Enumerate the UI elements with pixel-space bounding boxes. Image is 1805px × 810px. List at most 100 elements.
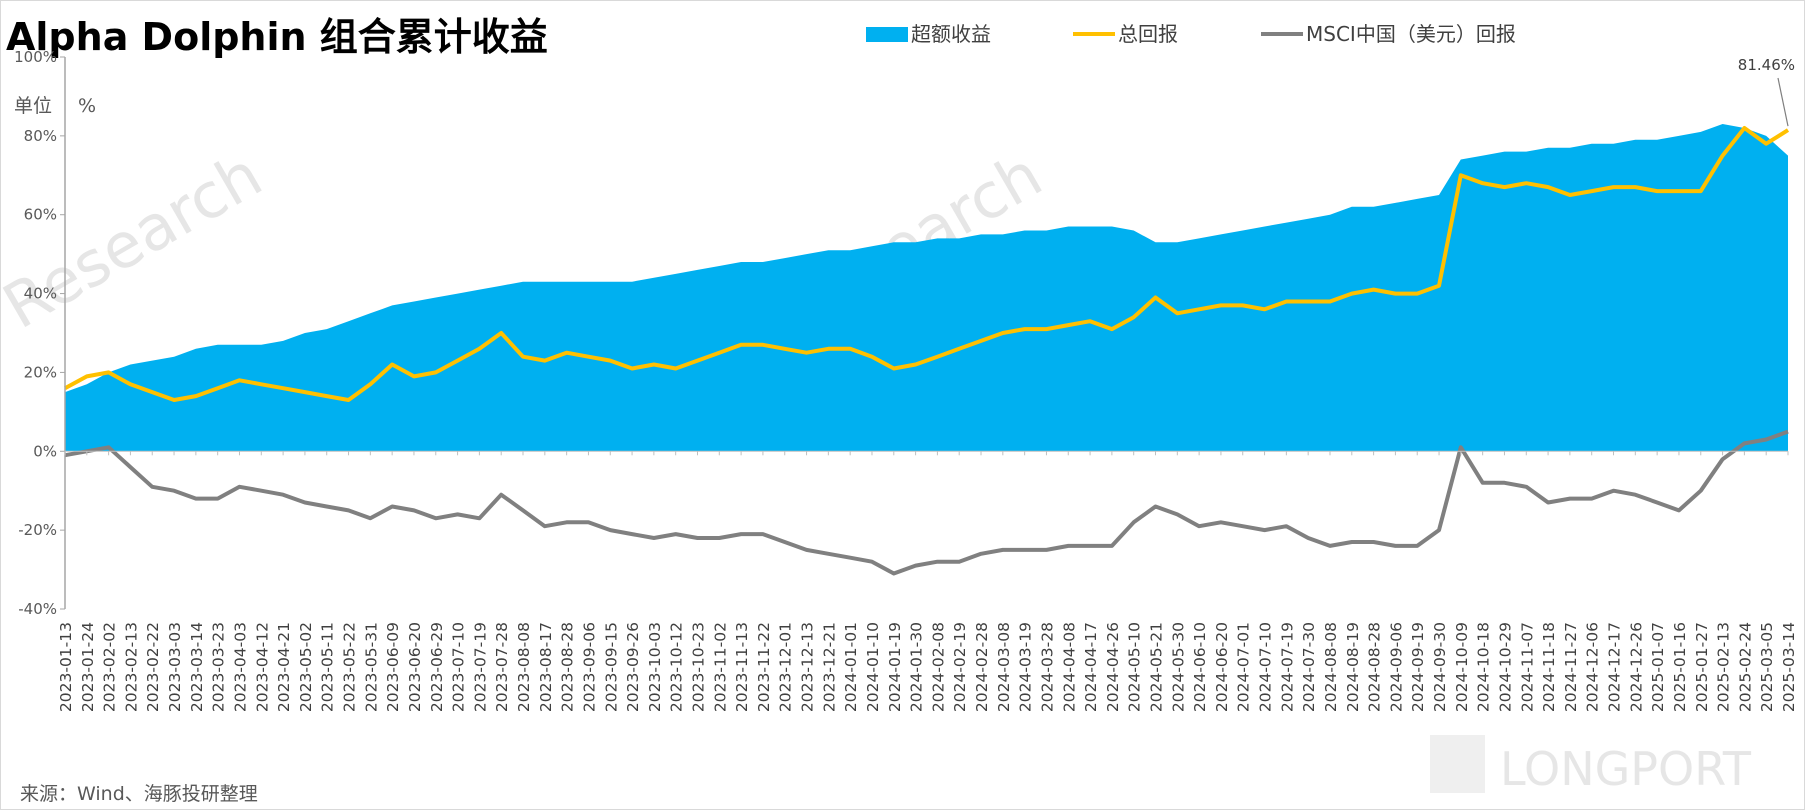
x-tick-label: 2023-06-29 bbox=[428, 622, 446, 712]
x-tick-label: 2024-12-06 bbox=[1584, 622, 1602, 712]
x-tick-label: 2024-11-07 bbox=[1518, 622, 1536, 712]
x-tick-label: 2024-04-08 bbox=[1060, 622, 1078, 712]
x-tick-label: 2024-01-30 bbox=[908, 622, 926, 712]
x-tick-label: 2024-10-18 bbox=[1475, 622, 1493, 712]
x-tick-label: 2024-06-20 bbox=[1213, 622, 1231, 712]
series-area-excess bbox=[65, 124, 1788, 452]
x-tick-label: 2023-12-21 bbox=[820, 622, 838, 712]
y-tick-label: 0% bbox=[33, 442, 57, 460]
x-tick-label: 2023-09-15 bbox=[602, 622, 620, 712]
x-tick-label: 2023-08-17 bbox=[537, 622, 555, 712]
x-tick-label: 2024-06-10 bbox=[1191, 622, 1209, 712]
y-tick-label: 40% bbox=[24, 285, 57, 303]
unit-symbol: % bbox=[78, 95, 96, 117]
x-tick-label: 2024-05-10 bbox=[1126, 622, 1144, 712]
watermark-longport-logo bbox=[1430, 735, 1485, 793]
x-tick-label: 2024-02-08 bbox=[929, 622, 947, 712]
x-tick-label: 2023-05-11 bbox=[319, 622, 337, 712]
x-tick-label: 2023-05-02 bbox=[297, 622, 315, 712]
x-tick-label: 2024-04-26 bbox=[1104, 622, 1122, 712]
x-tick-label: 2024-03-08 bbox=[995, 622, 1013, 712]
y-tick-label: 100% bbox=[14, 48, 57, 66]
x-tick-label: 2024-07-01 bbox=[1235, 622, 1253, 712]
x-tick-label: 2023-09-06 bbox=[580, 622, 598, 712]
unit-label: 单位 bbox=[14, 95, 52, 117]
x-tick-label: 2025-01-16 bbox=[1671, 622, 1689, 712]
x-tick-label: 2024-09-06 bbox=[1387, 622, 1405, 712]
x-tick-label: 2023-10-12 bbox=[668, 622, 686, 712]
x-tick-label: 2023-03-03 bbox=[166, 622, 184, 712]
x-tick-label: 2023-08-08 bbox=[515, 622, 533, 712]
legend: 超额收益 总回报 MSCI中国（美元）回报 bbox=[866, 22, 1516, 46]
x-tick-label: 2025-01-07 bbox=[1649, 622, 1667, 712]
x-tick-label: 2023-04-12 bbox=[253, 622, 271, 712]
legend-swatch-excess bbox=[866, 27, 908, 42]
x-tick-label: 2023-02-13 bbox=[122, 622, 140, 712]
x-tick-label: 2023-01-24 bbox=[79, 622, 97, 712]
watermark-longport: LONGPORT bbox=[1500, 742, 1752, 796]
x-tick-label: 2024-07-19 bbox=[1278, 622, 1296, 712]
x-tick-label: 2024-08-19 bbox=[1344, 622, 1362, 712]
x-tick-label: 2024-08-08 bbox=[1322, 622, 1340, 712]
x-tick-label: 2024-07-30 bbox=[1300, 622, 1318, 712]
x-tick-label: 2023-11-22 bbox=[755, 622, 773, 712]
y-tick-label: -20% bbox=[18, 521, 57, 539]
x-tick-label: 2023-08-28 bbox=[559, 622, 577, 712]
chart-title: Alpha Dolphin 组合累计收益 bbox=[6, 15, 548, 59]
x-tick-label: 2024-01-01 bbox=[842, 622, 860, 712]
x-tick-label: 2024-10-09 bbox=[1453, 622, 1471, 712]
annotation-leader-line bbox=[1777, 77, 1789, 127]
x-tick-label: 2024-05-21 bbox=[1148, 622, 1166, 712]
x-tick-label: 2023-04-21 bbox=[275, 622, 293, 712]
x-tick-label: 2023-02-02 bbox=[101, 622, 119, 712]
x-tick-label: 2024-01-10 bbox=[864, 622, 882, 712]
x-tick-label: 2023-10-03 bbox=[646, 622, 664, 712]
x-tick-label: 2024-08-28 bbox=[1366, 622, 1384, 712]
y-tick-label: 20% bbox=[24, 363, 57, 381]
x-tick-label: 2023-07-19 bbox=[471, 622, 489, 712]
x-tick-label: 2023-03-23 bbox=[210, 622, 228, 712]
x-tick-label: 2025-02-24 bbox=[1736, 622, 1754, 712]
axes: 100%80%60%40%20%0%-20%-40%2023-01-13 2023… bbox=[14, 48, 1798, 712]
x-tick-label: 2023-11-02 bbox=[711, 622, 729, 712]
series-line-msci bbox=[64, 429, 1789, 576]
x-tick-label: 2023-07-10 bbox=[450, 622, 468, 712]
x-tick-label: 2023-05-31 bbox=[362, 622, 380, 712]
x-tick-label: 2024-03-19 bbox=[1017, 622, 1035, 712]
x-tick-label: 2023-06-09 bbox=[384, 622, 402, 712]
x-tick-label: 2023-09-26 bbox=[624, 622, 642, 712]
x-tick-label: 2023-06-20 bbox=[406, 622, 424, 712]
legend-label-msci: MSCI中国（美元）回报 bbox=[1306, 22, 1516, 46]
x-tick-label: 2024-07-10 bbox=[1257, 622, 1275, 712]
x-tick-label: 2023-10-23 bbox=[689, 622, 707, 712]
x-tick-label: 2023-12-01 bbox=[777, 622, 795, 712]
legend-label-excess: 超额收益 bbox=[911, 22, 991, 46]
x-tick-label: 2024-11-18 bbox=[1540, 622, 1558, 712]
x-tick-label: 2025-02-13 bbox=[1715, 622, 1733, 712]
x-tick-label: 2023-01-13 bbox=[57, 622, 75, 712]
x-tick-label: 2023-04-03 bbox=[231, 622, 249, 712]
x-tick-label: 2025-03-05 bbox=[1758, 622, 1776, 712]
x-tick-label: 2024-09-19 bbox=[1409, 622, 1427, 712]
x-tick-label: 2024-09-30 bbox=[1431, 622, 1449, 712]
y-tick-label: -40% bbox=[18, 600, 57, 618]
watermark-research-1: Research bbox=[0, 138, 274, 343]
legend-label-total: 总回报 bbox=[1118, 22, 1178, 46]
x-tick-label: 2024-12-26 bbox=[1627, 622, 1645, 712]
x-tick-label: 2023-03-14 bbox=[188, 622, 206, 712]
annotation-label: 81.46% bbox=[1738, 56, 1795, 74]
plot-area bbox=[64, 124, 1790, 576]
x-tick-label: 2023-02-22 bbox=[144, 622, 162, 712]
y-tick-label: 80% bbox=[24, 127, 57, 145]
x-tick-label: 2024-02-28 bbox=[973, 622, 991, 712]
x-tick-label: 2023-05-22 bbox=[341, 622, 359, 712]
y-tick-label: 60% bbox=[24, 206, 57, 224]
x-tick-label: 2023-12-13 bbox=[799, 622, 817, 712]
source-note: 来源：Wind、海豚投研整理 bbox=[20, 783, 258, 805]
x-tick-label: 2024-12-17 bbox=[1606, 622, 1624, 712]
x-tick-label: 2025-03-14 bbox=[1780, 622, 1798, 712]
x-tick-label: 2024-10-29 bbox=[1496, 622, 1514, 712]
x-tick-label: 2024-05-30 bbox=[1169, 622, 1187, 712]
series-line-total bbox=[64, 126, 1790, 402]
